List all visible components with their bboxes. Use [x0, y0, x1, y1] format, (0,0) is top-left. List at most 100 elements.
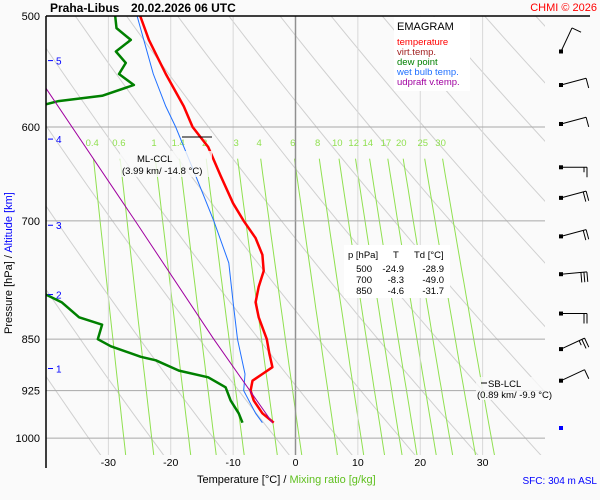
wind-barb-staff: [560, 116, 587, 125]
legend-virt-temp: virt.temp.: [397, 47, 436, 58]
mixing-ratio-label: 14: [363, 138, 374, 149]
table-cell: 850: [356, 286, 372, 297]
wind-barb-flag: [584, 337, 590, 348]
wind-barb-staff: [560, 77, 587, 86]
table-header-t: T: [393, 250, 399, 261]
wind-barb-flag: [571, 27, 582, 33]
grid: [46, 16, 545, 455]
table-cell: 500: [356, 264, 372, 275]
wind-barb-flag: [581, 339, 587, 349]
dry-adiabat: [46, 375, 102, 455]
dew-point-line: [46, 16, 136, 106]
ml-ccl-label: ML-CCL: [137, 154, 172, 165]
surface-wind-marker: [559, 426, 563, 430]
mixing-ratio-label: 4: [256, 138, 261, 149]
mixing-ratio-label: 12: [348, 138, 359, 149]
table-header-td: Td [°C]: [414, 250, 444, 261]
dry-adiabat: [126, 16, 479, 455]
wind-barb-staff: [560, 337, 585, 350]
table-cell: -8.3: [388, 275, 404, 286]
table-cell: -28.9: [422, 264, 444, 275]
altitude-tick-label: 4: [56, 135, 62, 146]
altitude-tick-label: 5: [56, 57, 62, 68]
legend: EMAGRAM temperature virt.temp. dew point…: [394, 17, 470, 91]
mixing-ratio-label: 0.6: [112, 138, 125, 149]
legend-title: EMAGRAM: [397, 21, 454, 33]
mixing-ratio-line: [154, 158, 192, 455]
table-cell: -4.6: [388, 286, 404, 297]
legend-temperature: temperature: [397, 37, 448, 48]
sb-lcl-detail: (0.89 km/ -9.9 °C): [477, 390, 552, 401]
y-axis-label: Pressure [hPa] / Altitude [km]: [3, 192, 15, 334]
mixing-ratio-line: [179, 158, 217, 455]
table-cell: -49.0: [422, 275, 444, 286]
mixing-ratio-label: 17: [381, 138, 392, 149]
dry-adiabat: [381, 16, 545, 202]
sb-lcl-label: SB-LCL: [488, 379, 521, 390]
mixing-ratio-label: 1.4: [172, 138, 185, 149]
x-tick-label: -10: [226, 457, 241, 469]
wind-barb-flag: [585, 191, 590, 201]
mixing-ratio-label: 3: [233, 138, 238, 149]
dry-adiabat: [279, 16, 545, 328]
mixing-ratio-label: 1: [151, 138, 156, 149]
wind-barb-flag: [585, 117, 590, 128]
series-layer: [46, 16, 275, 424]
mixing-ratio-line: [387, 158, 437, 455]
y-tick-label: 925: [22, 386, 40, 398]
temperature-line: [139, 16, 275, 424]
dry-adiabat: [46, 288, 165, 455]
y-tick-label: 500: [22, 11, 40, 23]
mixing-ratio-labels: 0.4 0.6 1 1.4 2 3 4 6 8 10 12 14 17 20 25 30: [86, 138, 446, 149]
ml-ccl-detail: (3.99 km/ -14.8 °C): [122, 166, 202, 177]
wind-barb-flag: [585, 78, 590, 89]
legend-wet-bulb: wet bulb temp.: [396, 67, 459, 78]
mixing-ratio-line: [260, 158, 303, 455]
table-cell: -24.9: [382, 264, 404, 275]
level-table: p [hPa] T Td [°C] 500 -24.9 -28.9 700 -8…: [344, 245, 450, 298]
mixing-ratio-label: 30: [435, 138, 446, 149]
wind-barb-flag: [580, 272, 583, 283]
altitude-tick-label: 1: [56, 365, 62, 376]
mixing-ratio-line: [237, 158, 278, 455]
x-tick-label: 10: [352, 457, 364, 469]
wind-barb-flag: [583, 272, 586, 283]
mixing-ratio-label: 8: [315, 138, 320, 149]
dry-adiabat: [46, 47, 353, 455]
dry-adiabat: [46, 124, 290, 455]
table-box: [344, 245, 450, 298]
sounding-time: 20.02.2026 06 UTC: [131, 1, 236, 15]
table-cell: -31.7: [422, 286, 444, 297]
mixing-ratio-line: [442, 158, 495, 455]
wind-barb-flag: [584, 369, 590, 379]
wind-barb-staff: [560, 27, 573, 52]
x-tick-label: -30: [101, 457, 116, 469]
legend-dew-point: dew point: [397, 57, 438, 68]
legend-box: [394, 17, 470, 91]
mixing-ratio-label: 10: [332, 138, 343, 149]
y-tick-label: 700: [22, 216, 40, 228]
mixing-ratio-line: [93, 158, 127, 455]
dry-adiabat: [74, 16, 416, 455]
mixing-ratio-label: 6: [290, 138, 295, 149]
wind-barb-staff: [560, 229, 587, 237]
table-cell: 700: [356, 275, 372, 286]
udpraft-v-temp-line: [46, 88, 273, 423]
mixing-ratio-line: [355, 158, 403, 455]
dry-adiabat: [433, 16, 545, 142]
altitude-tick-label: 3: [56, 221, 62, 232]
wind-barb-flag: [586, 271, 589, 282]
y-tick-label: 600: [22, 122, 40, 134]
dew-point-line: [46, 293, 244, 424]
wind-barb-flag: [582, 230, 587, 241]
ml-ccl-annotation: ML-CCL (3.99 km/ -14.8 °C): [120, 136, 212, 177]
mixing-ratio-label: 0.4: [86, 138, 99, 149]
x-tick-label: 30: [477, 457, 489, 469]
mixing-ratio-line: [294, 158, 338, 455]
sb-lcl-annotation: SB-LCL (0.89 km/ -9.9 °C): [476, 377, 558, 401]
x-axis-label: Temperature [°C] / Mixing ratio [g/kg]: [197, 474, 376, 486]
copyright: CHMI © 2026: [530, 2, 597, 14]
mixing-ratio-line: [402, 158, 454, 455]
